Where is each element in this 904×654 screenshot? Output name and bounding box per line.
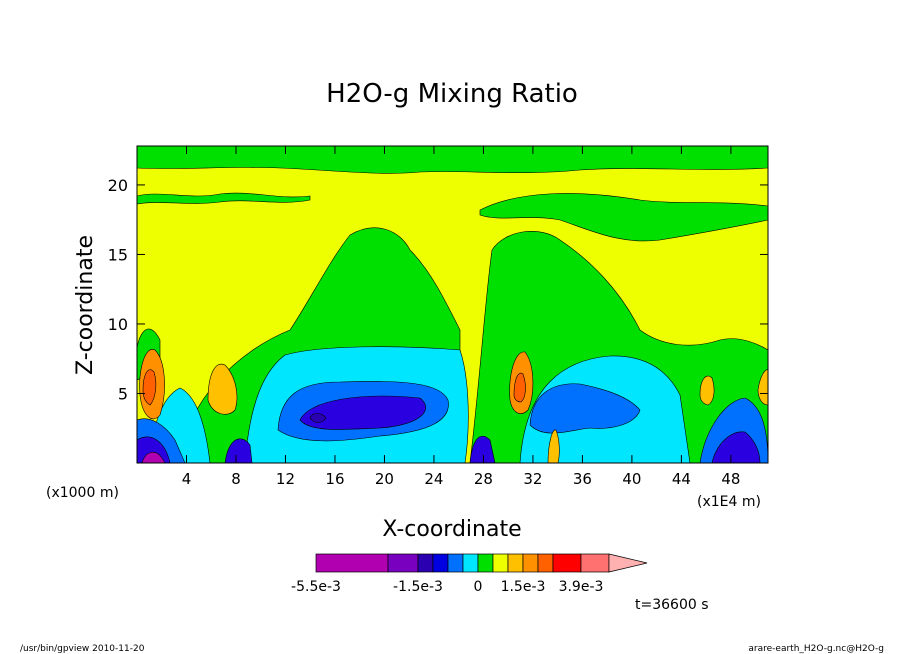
colorbar-swatch [462, 553, 479, 573]
colorbar-swatch [315, 553, 389, 573]
colorbar-extend-arrow [608, 553, 648, 573]
x-axis-ticks: 4 8 12 16 20 24 28 32 36 40 44 48 [182, 146, 740, 488]
y-tick-label: 15 [108, 245, 128, 264]
y-tick-label: 5 [118, 384, 128, 403]
time-label: t=36600 s [635, 597, 709, 613]
x-tick-label: 36 [573, 470, 592, 488]
colorbar-swatch [537, 553, 554, 573]
colorbar-swatch [417, 553, 434, 573]
colorbar-swatch [492, 553, 509, 573]
colorbar-label: 3.9e-3 [559, 579, 604, 595]
y-axis-label: Z-coordinate [73, 235, 98, 375]
x-tick-label: 28 [474, 470, 493, 488]
y-axis-ticks: 5 10 15 20 [108, 176, 768, 403]
x-tick-label: 24 [424, 470, 443, 488]
x-tick-label: 4 [182, 470, 192, 488]
colorbar [315, 553, 648, 573]
colorbar-labels: -5.5e-3 -1.5e-3 0 1.5e-3 3.9e-3 [291, 579, 603, 595]
contour-field [137, 146, 768, 463]
colorbar-swatch [580, 553, 610, 573]
footer-left: /usr/bin/gpview 2010-11-20 [20, 644, 145, 654]
colorbar-swatch [522, 553, 539, 573]
colorbar-swatch [507, 553, 524, 573]
x-tick-label: 12 [276, 470, 295, 488]
colorbar-swatch [477, 553, 494, 573]
x-tick-label: 44 [672, 470, 691, 488]
colorbar-swatch [447, 553, 464, 573]
x-unit-left: (x1000 m) [46, 485, 119, 501]
colorbar-swatch [552, 553, 582, 573]
chart-title: H2O-g Mixing Ratio [326, 79, 578, 109]
colorbar-label: 1.5e-3 [501, 579, 546, 595]
x-tick-label: 40 [622, 470, 641, 488]
x-tick-label: 32 [523, 470, 542, 488]
footer-right: arare-earth_H2O-g.nc@H2O-g [748, 644, 884, 654]
y-tick-label: 10 [108, 315, 128, 334]
colorbar-swatch [387, 553, 419, 573]
x-tick-label: 48 [721, 470, 740, 488]
x-tick-label: 16 [325, 470, 344, 488]
x-tick-label: 8 [231, 470, 241, 488]
colorbar-label: -1.5e-3 [393, 579, 443, 595]
colorbar-swatch [432, 553, 449, 573]
x-unit-right: (x1E4 m) [697, 494, 761, 510]
x-tick-label: 20 [375, 470, 394, 488]
y-tick-label: 20 [108, 176, 128, 195]
colorbar-label: -5.5e-3 [291, 579, 341, 595]
x-axis-label: X-coordinate [382, 517, 521, 542]
colorbar-label: 0 [474, 579, 483, 595]
